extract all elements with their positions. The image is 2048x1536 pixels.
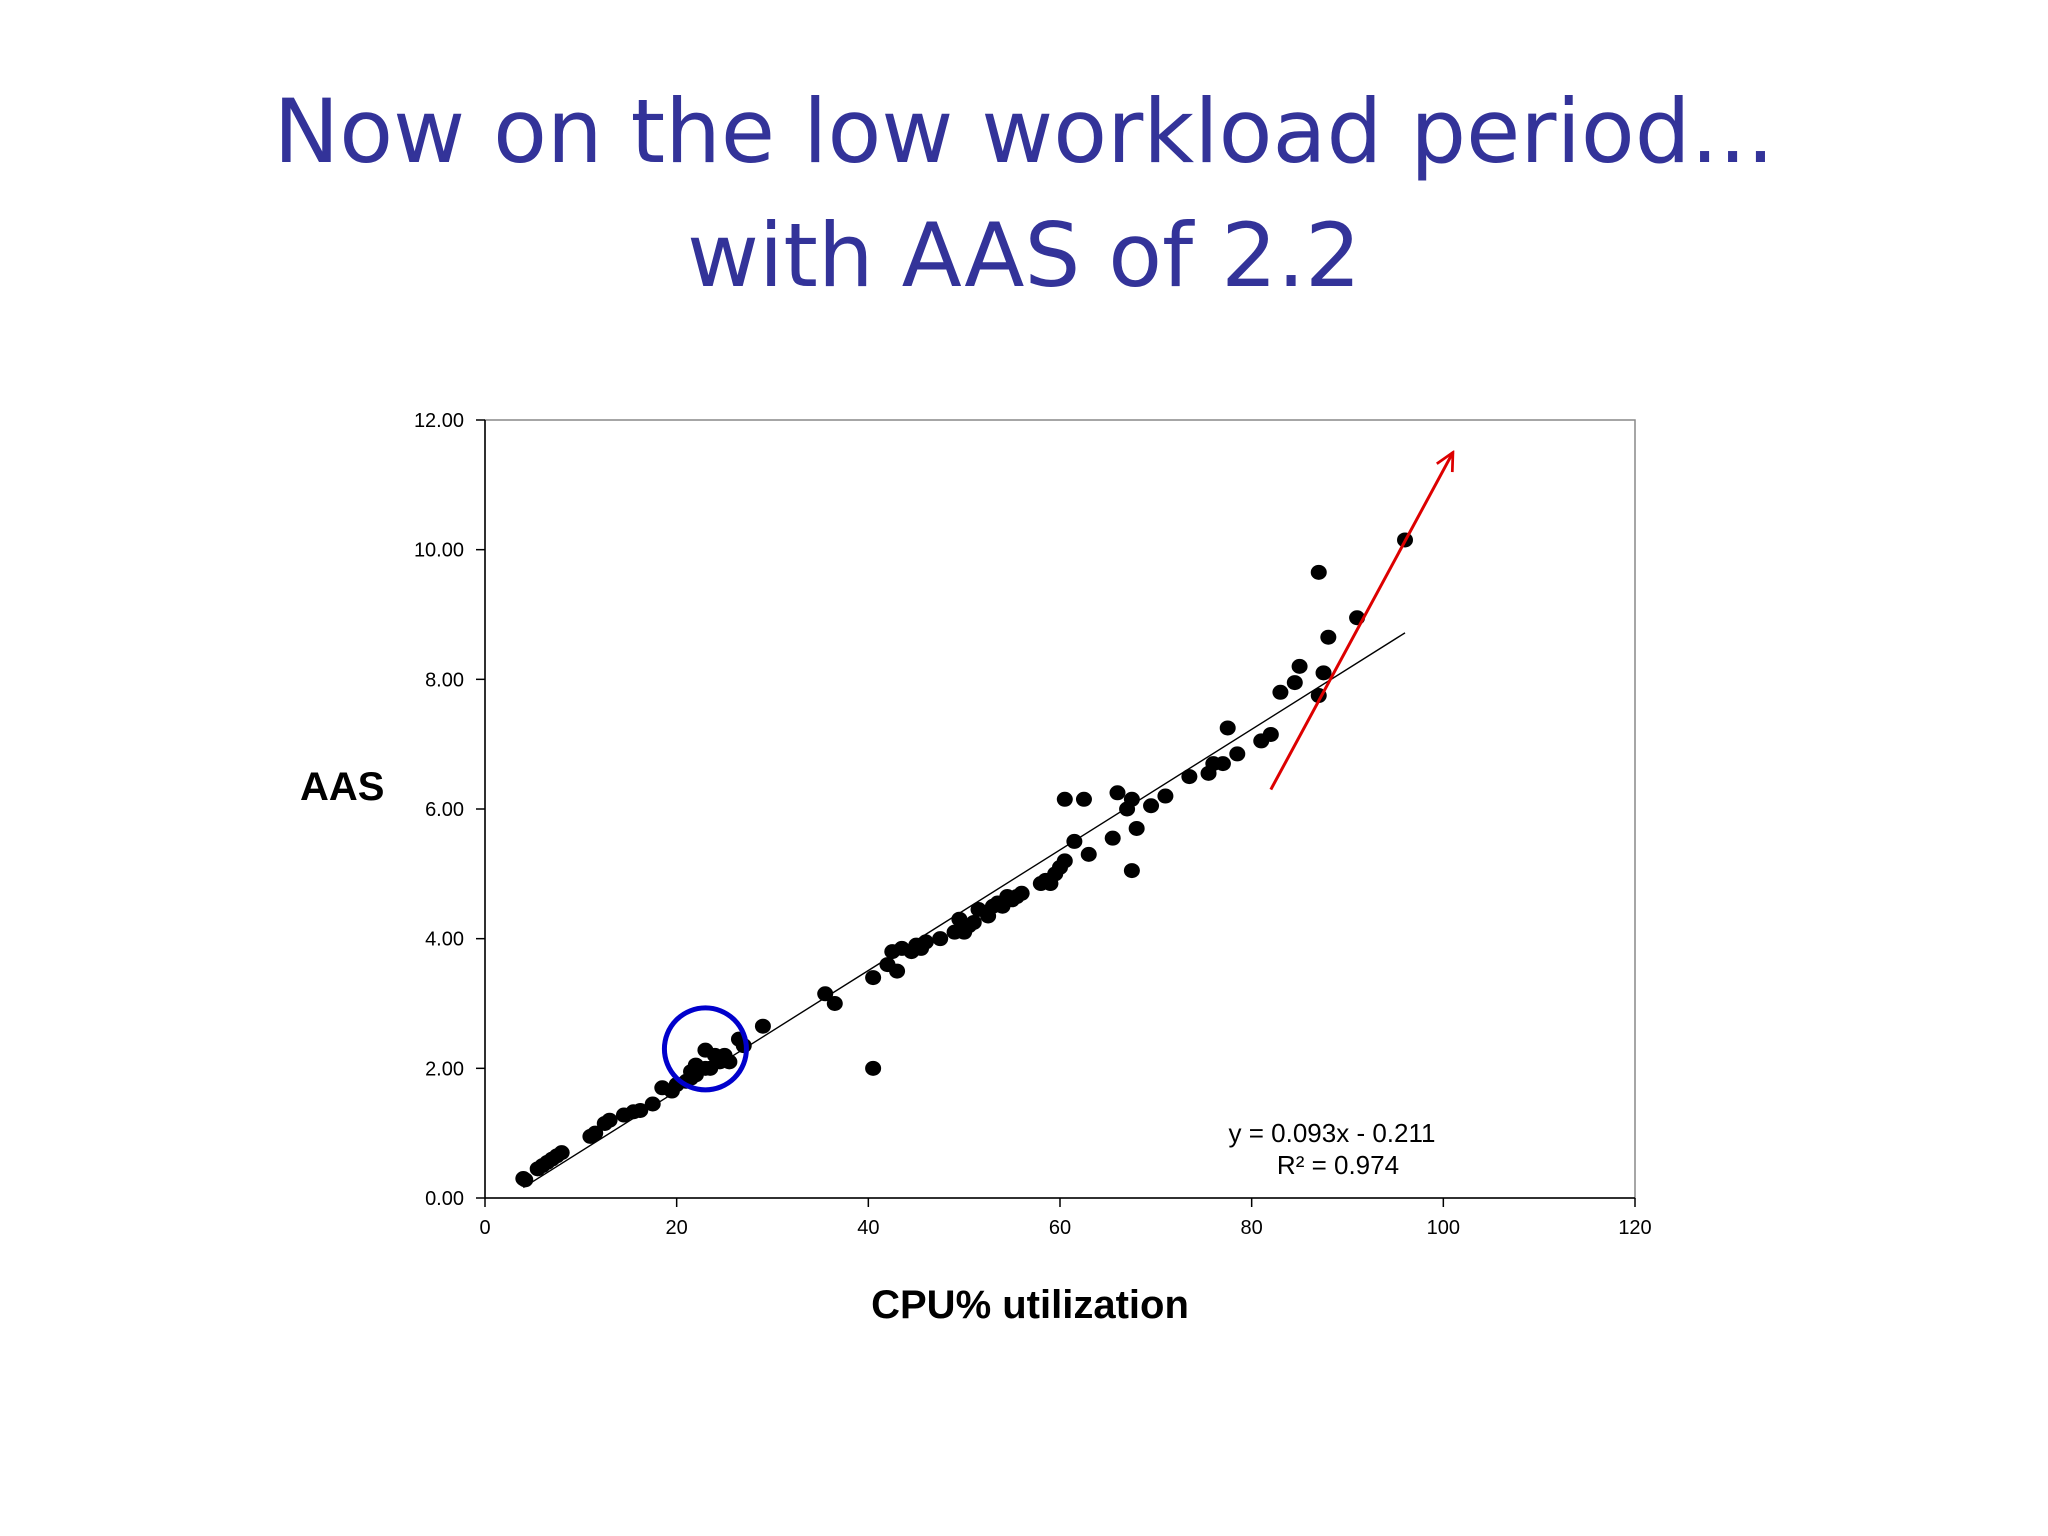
r-squared: R² = 0.974 (1277, 1150, 1399, 1180)
data-point (1286, 675, 1303, 691)
data-point (721, 1054, 738, 1070)
data-point (553, 1145, 570, 1161)
data-point (826, 996, 843, 1011)
data-point (517, 1172, 534, 1188)
data-point (965, 914, 982, 930)
red-trend-arrow (1269, 452, 1453, 791)
slide-title-line1: Now on the low workload period... (273, 80, 1775, 183)
data-point (1214, 756, 1231, 772)
y-axis-title: AAS (300, 765, 384, 809)
y-tick-label: 12.00 (414, 410, 464, 432)
data-point (1066, 833, 1083, 849)
regression-equation: y = 0.093x - 0.211 (1229, 1118, 1436, 1148)
y-tick-label: 10.00 (414, 540, 464, 562)
plot-area (484, 419, 1636, 1199)
data-point (1272, 684, 1289, 700)
data-point (601, 1112, 618, 1128)
data-point (1080, 846, 1097, 862)
y-tick-label: 4.00 (425, 929, 464, 951)
y-tick-label: 0.00 (425, 1188, 464, 1210)
x-tick-label: 0 (479, 1217, 490, 1239)
x-tick-label: 120 (1618, 1217, 1651, 1239)
data-point (1109, 785, 1126, 801)
data-point (1181, 769, 1198, 785)
x-tick-label: 40 (857, 1217, 879, 1239)
x-tick-label: 20 (666, 1217, 688, 1239)
data-point (1229, 746, 1246, 762)
data-point (865, 970, 882, 986)
data-point (754, 1018, 771, 1034)
data-point (1056, 791, 1073, 807)
data-point (632, 1102, 649, 1118)
data-point (889, 963, 906, 979)
data-point (1315, 665, 1332, 681)
data-point (865, 1060, 882, 1076)
data-point (1123, 791, 1140, 807)
x-axis-title: CPU% utilization (871, 1283, 1189, 1327)
slide-title: Now on the low workload period... with A… (0, 70, 2048, 318)
data-point (1157, 788, 1174, 804)
x-tick-label: 60 (1049, 1217, 1071, 1239)
highlight-circle-annotation (661, 1005, 749, 1093)
slide-title-line2: with AAS of 2.2 (686, 204, 1362, 307)
y-tick-label: 6.00 (425, 799, 464, 821)
data-point (1075, 791, 1092, 807)
data-point (1320, 629, 1337, 645)
data-point (1143, 798, 1160, 814)
data-point (1056, 853, 1073, 869)
data-point (932, 931, 949, 947)
y-tick-label: 2.00 (425, 1058, 464, 1080)
x-tick-label: 100 (1427, 1217, 1460, 1239)
data-point (587, 1125, 604, 1141)
data-point (1262, 726, 1279, 742)
data-point (1123, 863, 1140, 879)
data-point (644, 1096, 661, 1112)
data-point (1104, 830, 1121, 846)
x-tick-label: 80 (1241, 1217, 1263, 1239)
data-point (1291, 658, 1308, 674)
data-point (917, 934, 934, 950)
data-point (1013, 885, 1030, 901)
data-point (1128, 820, 1145, 836)
data-point (1219, 720, 1236, 736)
y-tick-label: 8.00 (425, 669, 464, 691)
data-point (817, 986, 834, 1002)
data-point (1310, 564, 1327, 580)
